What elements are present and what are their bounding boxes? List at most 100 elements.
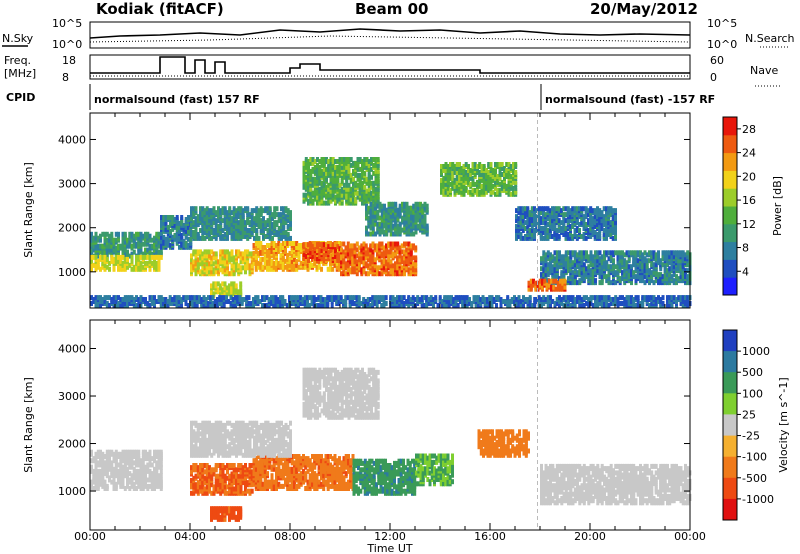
power-cell <box>94 245 98 251</box>
power-cell <box>562 254 566 260</box>
power-cell <box>239 216 243 222</box>
power-cell <box>385 259 388 265</box>
power-cell <box>117 231 120 237</box>
power-cell <box>376 176 380 182</box>
power-cell <box>509 191 513 197</box>
power-cell <box>555 258 559 264</box>
power-cell <box>290 241 294 246</box>
power-cell <box>256 295 260 301</box>
power-cell <box>636 268 640 274</box>
power-cell <box>320 168 324 174</box>
power-cell <box>208 265 211 271</box>
power-cell <box>376 194 380 200</box>
power-cell <box>166 215 170 220</box>
power-cell <box>292 295 296 301</box>
power-cell <box>201 228 205 233</box>
power-cell <box>364 271 368 277</box>
power-cell <box>515 224 518 229</box>
power-cell <box>614 270 618 276</box>
power-cell <box>675 266 678 272</box>
power-cell <box>596 258 600 264</box>
power-cell <box>372 186 376 192</box>
power-cell <box>263 245 267 250</box>
power-cell <box>449 162 452 167</box>
power-cell <box>175 236 179 242</box>
power-cells <box>90 113 692 308</box>
power-cell <box>369 303 372 308</box>
power-cell <box>398 227 402 233</box>
power-cell <box>496 187 500 193</box>
power-cell <box>114 231 118 237</box>
power-cell <box>396 223 400 229</box>
power-cell <box>182 226 186 232</box>
power-cell <box>632 250 636 256</box>
power-cell <box>266 218 270 224</box>
power-cell <box>400 295 404 301</box>
power-cell <box>524 206 527 212</box>
power-cell <box>121 266 125 272</box>
power-cell <box>253 235 256 241</box>
power-cell <box>92 297 96 302</box>
power-cell <box>378 205 382 211</box>
power-cell <box>367 263 370 269</box>
power-cell <box>580 234 584 239</box>
power-cell <box>400 271 404 277</box>
power-cell <box>329 242 333 248</box>
power-cell <box>304 174 308 180</box>
power-cell <box>591 270 595 276</box>
power-cell <box>507 162 511 167</box>
power-cell <box>157 243 161 249</box>
power-cell <box>344 265 348 271</box>
power-cell <box>344 295 348 301</box>
power-cell <box>241 255 245 261</box>
power-cell <box>99 303 102 308</box>
power-cell <box>195 303 199 308</box>
power-cell <box>596 250 600 256</box>
power-cell <box>367 223 371 229</box>
power-cell <box>304 264 308 270</box>
power-cell <box>623 252 627 258</box>
power-cell <box>449 175 452 181</box>
power-cell <box>469 175 473 181</box>
power-cell <box>526 220 530 226</box>
power-cell <box>367 247 370 253</box>
power-cell <box>598 228 602 233</box>
power-cell <box>560 270 564 276</box>
power-cell <box>396 255 400 261</box>
power-cell <box>478 170 482 175</box>
power-cell <box>101 254 105 260</box>
power-cell <box>232 206 236 212</box>
power-cell <box>530 206 534 212</box>
power-cell <box>641 274 645 280</box>
power-cell <box>407 257 411 263</box>
power-cell <box>668 250 672 256</box>
power-cell <box>201 261 205 267</box>
power-cell <box>203 235 207 241</box>
power-cell <box>201 216 205 222</box>
power-cell <box>103 231 107 237</box>
power-cell <box>560 226 563 231</box>
power-cell <box>228 206 232 212</box>
power-cell <box>254 295 258 301</box>
power-cell <box>419 217 422 223</box>
power-cell <box>322 242 326 248</box>
power-cell <box>354 190 358 196</box>
power-cell <box>331 266 335 272</box>
power-cell <box>312 299 316 304</box>
power-cell <box>672 278 676 284</box>
power-cell <box>485 185 488 191</box>
power-cell <box>280 218 283 224</box>
power-cell <box>471 162 475 167</box>
power-cell <box>636 272 640 278</box>
power-cell <box>309 186 313 192</box>
power-cell <box>421 213 425 219</box>
power-cell <box>168 301 172 306</box>
power-cell <box>132 297 136 302</box>
power-cell <box>521 218 525 224</box>
power-cell <box>354 164 358 170</box>
power-cell <box>609 226 613 231</box>
power-cell <box>252 243 256 248</box>
power-cell <box>423 205 427 211</box>
power-cell <box>589 254 593 260</box>
power-cell <box>414 201 418 207</box>
